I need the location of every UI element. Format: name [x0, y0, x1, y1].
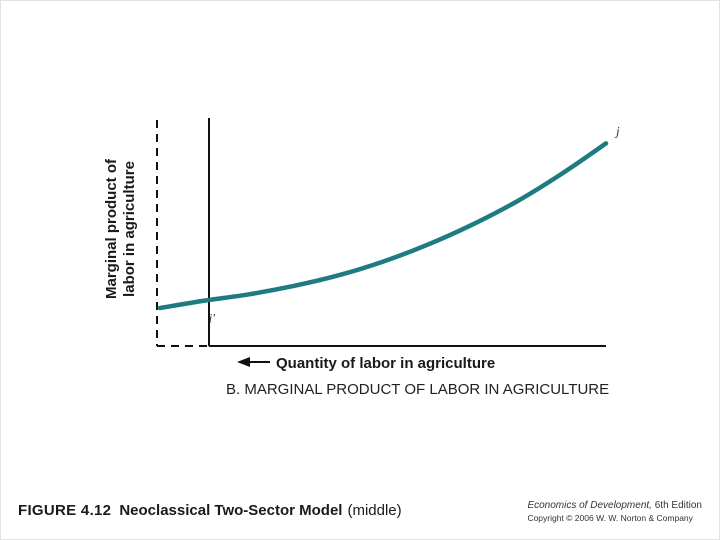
figure-number: FIGURE 4.12 [18, 502, 112, 519]
point-label-j: j [614, 123, 620, 138]
y-axis-label-line-1: Marginal product of [103, 159, 120, 299]
figure-title: Neoclassical Two-Sector Model [119, 502, 343, 519]
y-axis-label: Marginal product of labor in agriculture [103, 154, 139, 304]
book-credit: Economics of Development, 6th Edition Co… [527, 500, 702, 523]
book-edition: 6th Edition [651, 500, 702, 511]
y-axis-label-line-2: labor in agriculture [121, 161, 138, 297]
book-title: Economics of Development, [527, 500, 652, 511]
point-label-i-prime: i′ [209, 311, 216, 326]
x-axis-label: Quantity of labor in agriculture [276, 355, 495, 372]
copyright-notice: Copyright © 2006 W. W. Norton & Company [527, 513, 693, 523]
figure-caption: FIGURE 4.12 Neoclassical Two-Sector Model… [18, 502, 402, 520]
series-line-marginal-product [157, 141, 609, 311]
figure-note: (middle) [347, 502, 402, 519]
chart-title: B. MARGINAL PRODUCT OF LABOR IN AGRICULT… [226, 381, 609, 398]
left-arrow-icon [237, 357, 250, 367]
